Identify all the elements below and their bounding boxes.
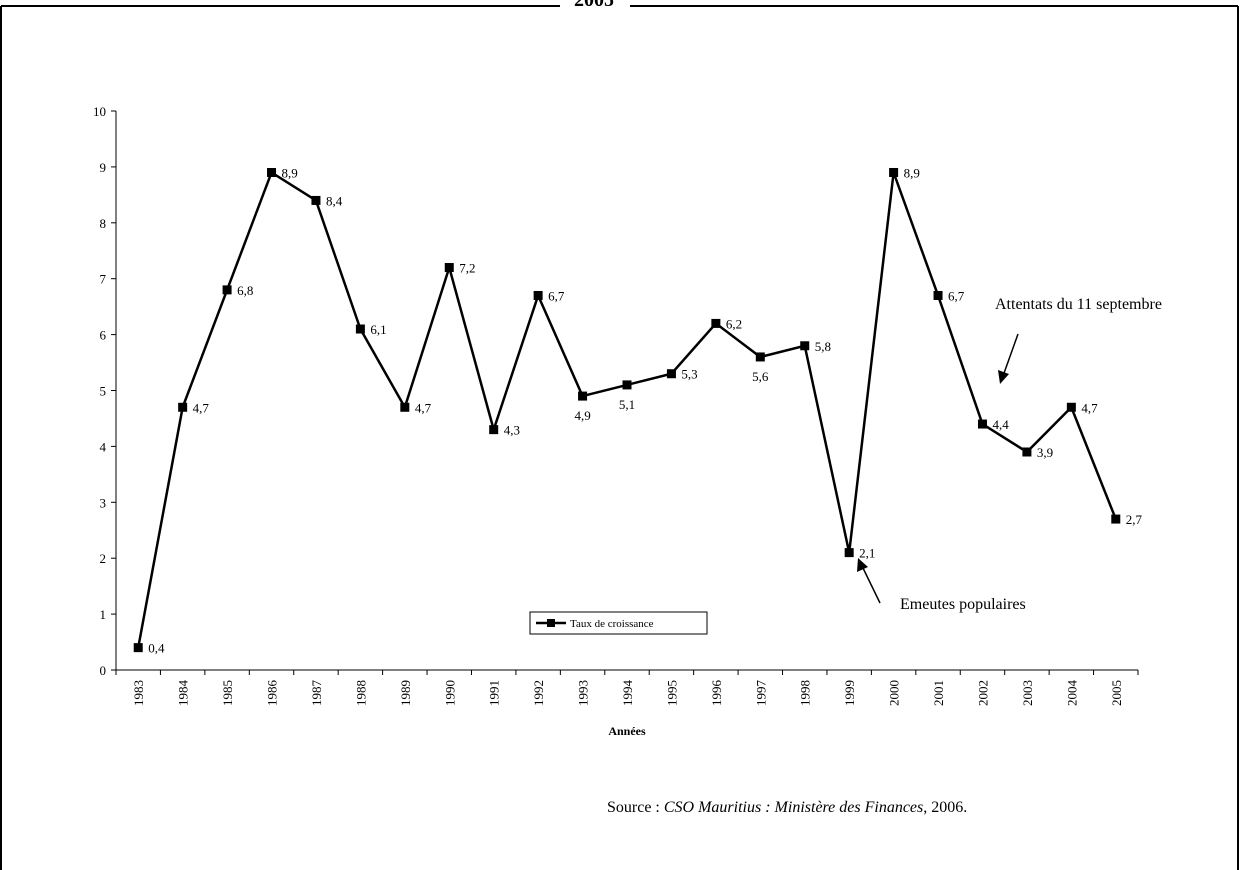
data-label: 5,3	[681, 367, 697, 382]
x-tick-label: 2003	[1020, 680, 1035, 706]
x-tick-label: 1983	[131, 680, 146, 706]
x-tick-label: 1996	[709, 680, 724, 707]
marker	[1111, 514, 1121, 524]
marker	[222, 285, 232, 295]
marker	[1022, 447, 1032, 457]
marker	[267, 167, 277, 177]
x-tick-label: 1999	[842, 680, 857, 706]
marker	[933, 290, 943, 300]
data-label: 2,1	[859, 546, 875, 561]
x-tick-label: 1985	[220, 680, 235, 706]
x-tick-label: 1998	[798, 680, 813, 706]
marker	[755, 352, 765, 362]
y-tick-label: 2	[100, 551, 107, 566]
marker	[444, 263, 454, 273]
data-label: 2,7	[1126, 512, 1143, 527]
data-label: 4,7	[1081, 400, 1098, 415]
data-label: 6,1	[370, 322, 386, 337]
source: Source : CSO Mauritius : Ministère des F…	[607, 799, 967, 816]
marker	[178, 402, 188, 412]
source-prefix: Source :	[607, 799, 664, 816]
y-tick-label: 8	[100, 216, 107, 231]
data-label: 4,7	[193, 400, 210, 415]
marker	[311, 195, 321, 205]
data-label: 3,9	[1037, 445, 1053, 460]
x-tick-label: 1994	[620, 680, 635, 707]
y-tick-label: 5	[100, 384, 107, 399]
data-label: 4,7	[415, 400, 432, 415]
x-tick-label: 1986	[265, 680, 280, 707]
marker	[889, 167, 899, 177]
data-label: 7,2	[459, 261, 475, 276]
marker	[711, 318, 721, 328]
legend-label: Taux de croissance	[570, 618, 654, 630]
source-work: CSO Mauritius : Ministère des Finances	[664, 799, 923, 816]
y-tick-label: 6	[100, 328, 107, 343]
marker	[844, 548, 854, 558]
x-tick-label: 1992	[531, 680, 546, 706]
data-label: 6,8	[237, 283, 253, 298]
x-tick-label: 1987	[309, 680, 324, 707]
y-tick-label: 7	[100, 272, 107, 287]
marker	[622, 380, 632, 390]
x-tick-label: 1988	[353, 680, 368, 706]
arrow	[998, 333, 1019, 384]
y-tick-label: 10	[93, 104, 106, 119]
data-label: 5,8	[815, 339, 831, 354]
data-label: 0,4	[148, 641, 165, 656]
data-label: 8,4	[326, 193, 343, 208]
annotation: Emeutes populaires	[900, 596, 1026, 613]
x-tick-label: 1993	[576, 680, 591, 706]
x-tick-label: 2004	[1064, 680, 1079, 707]
data-label: 8,9	[904, 165, 920, 180]
y-tick-label: 3	[100, 495, 107, 510]
data-label: 4,9	[574, 408, 590, 423]
data-label: 5,1	[619, 397, 635, 412]
marker	[400, 402, 410, 412]
x-tick-label: 1984	[176, 680, 191, 707]
legend-marker	[547, 619, 555, 627]
y-tick-label: 9	[100, 160, 107, 175]
y-tick-label: 1	[100, 607, 107, 622]
x-tick-label: 1991	[487, 680, 502, 706]
x-tick-label: 1989	[398, 680, 413, 706]
marker	[533, 290, 543, 300]
x-tick-label: 1990	[442, 680, 457, 706]
data-label: 4,4	[992, 417, 1009, 432]
y-tick-label: 4	[100, 439, 107, 454]
marker	[977, 419, 987, 429]
x-tick-label: 2002	[975, 680, 990, 706]
x-tick-label: 2000	[887, 680, 902, 706]
marker	[666, 369, 676, 379]
data-label: 6,7	[548, 288, 565, 303]
chart-title: 2005	[574, 0, 614, 11]
marker	[355, 324, 365, 334]
data-label: 6,7	[948, 288, 965, 303]
data-label: 6,2	[726, 316, 742, 331]
data-label: 8,9	[282, 165, 298, 180]
legend-box	[529, 611, 708, 635]
x-tick-label: 1995	[664, 680, 679, 706]
x-tick-label: 1997	[753, 680, 768, 707]
arrow	[857, 558, 881, 604]
annotation: Attentats du 11 septembre	[995, 296, 1162, 313]
x-tick-label: 2005	[1109, 680, 1124, 706]
x-axis-label: Années	[608, 724, 646, 738]
marker	[578, 391, 588, 401]
data-label: 4,3	[504, 423, 520, 438]
marker	[1066, 402, 1076, 412]
marker	[489, 425, 499, 435]
marker	[800, 341, 810, 351]
data-label: 5,6	[752, 369, 769, 384]
x-tick-label: 2001	[931, 680, 946, 706]
marker	[133, 643, 143, 653]
source-suffix: , 2006.	[923, 799, 967, 816]
y-tick-label: 0	[100, 663, 107, 678]
